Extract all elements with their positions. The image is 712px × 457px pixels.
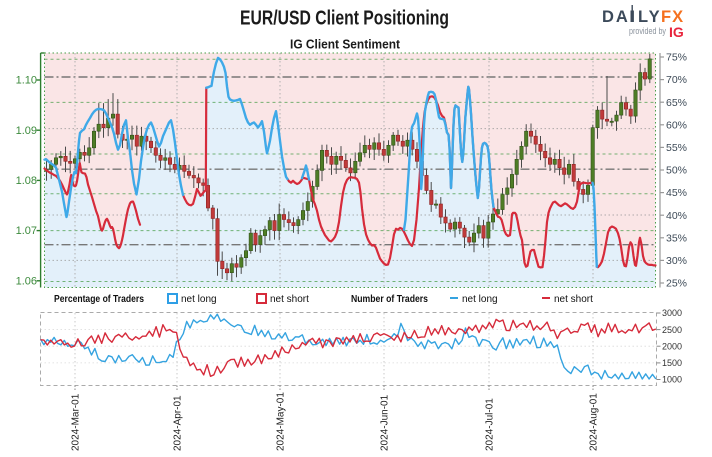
svg-text:Number of Traders: Number of Traders [351, 293, 428, 305]
svg-text:30%: 30% [666, 255, 687, 267]
svg-text:IG Client Sentiment: IG Client Sentiment [290, 37, 401, 52]
svg-text:1000: 1000 [662, 375, 682, 385]
svg-text:EUR/USD Client Positioning: EUR/USD Client Positioning [240, 7, 449, 30]
svg-text:1.10: 1.10 [16, 75, 37, 87]
svg-text:40%: 40% [666, 210, 687, 222]
svg-text:2024-Apr-01: 2024-Apr-01 [173, 395, 184, 451]
svg-text:net long: net long [462, 294, 498, 305]
svg-text:net short: net short [270, 294, 309, 305]
svg-text:1.09: 1.09 [16, 125, 37, 137]
svg-text:net long: net long [181, 294, 217, 305]
svg-text:2500: 2500 [662, 325, 682, 335]
svg-text:2024-Aug-01: 2024-Aug-01 [589, 393, 600, 451]
svg-text:45%: 45% [666, 187, 687, 199]
svg-text:2024-Mar-01: 2024-Mar-01 [71, 393, 82, 451]
svg-text:1.07: 1.07 [16, 225, 37, 237]
svg-text:IG: IG [669, 24, 684, 40]
svg-text:LY: LY [638, 8, 662, 26]
svg-text:DA: DA [602, 8, 630, 26]
svg-text:1.08: 1.08 [16, 175, 37, 187]
svg-text:50%: 50% [666, 165, 687, 177]
svg-text:75%: 75% [666, 52, 687, 64]
svg-text:FX: FX [661, 8, 684, 26]
svg-text:2024-Jun-01: 2024-Jun-01 [380, 394, 391, 451]
svg-text:Percentage of Traders: Percentage of Traders [54, 293, 144, 305]
svg-text:70%: 70% [666, 74, 687, 86]
svg-text:35%: 35% [666, 232, 687, 244]
svg-text:65%: 65% [666, 97, 687, 109]
svg-text:25%: 25% [666, 278, 687, 290]
svg-text:2024-May-01: 2024-May-01 [276, 392, 287, 451]
svg-text:3000: 3000 [662, 308, 682, 318]
svg-text:60%: 60% [666, 119, 687, 131]
svg-text:provided by: provided by [629, 26, 666, 36]
svg-text:55%: 55% [666, 142, 687, 154]
svg-text:1.06: 1.06 [16, 275, 37, 287]
svg-text:2024-Jul-01: 2024-Jul-01 [485, 398, 496, 451]
svg-text:1500: 1500 [662, 358, 682, 368]
svg-text:2000: 2000 [662, 341, 682, 351]
svg-text:net short: net short [554, 294, 593, 305]
